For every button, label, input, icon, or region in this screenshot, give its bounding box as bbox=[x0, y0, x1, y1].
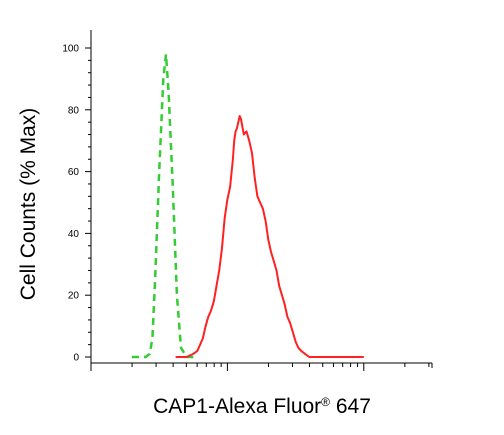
series-group bbox=[131, 52, 364, 359]
y-tick-label: 40 bbox=[68, 229, 80, 240]
y-tick-label: 0 bbox=[73, 353, 79, 364]
y-axis-title: Cell Counts (% Max) bbox=[17, 108, 40, 301]
series-line-sample-solid bbox=[175, 115, 364, 358]
x-axis-title-suffix: 647 bbox=[330, 395, 371, 418]
axes-group bbox=[90, 30, 432, 364]
x-axis-title-main: CAP1-Alexa Fluor bbox=[153, 395, 321, 418]
series-line-control-dashed bbox=[131, 52, 194, 359]
y-tick-label: 20 bbox=[68, 291, 80, 302]
y-tick-label: 100 bbox=[62, 44, 79, 55]
x-ticks-group bbox=[90, 363, 433, 371]
x-axis-title-registered-mark: ® bbox=[321, 395, 330, 409]
y-ticks-group: 0 20 40 60 80 100 bbox=[62, 44, 91, 364]
y-tick-label: 80 bbox=[68, 105, 80, 116]
y-tick-label: 60 bbox=[68, 167, 80, 178]
x-axis-title: CAP1-Alexa Fluor® 647 bbox=[153, 395, 371, 418]
